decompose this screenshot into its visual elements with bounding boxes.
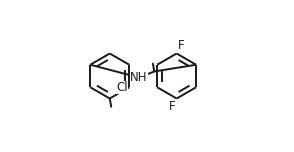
Text: F: F	[178, 39, 184, 52]
Text: NH: NH	[130, 71, 148, 84]
Text: Cl: Cl	[116, 81, 128, 94]
Text: F: F	[169, 100, 176, 113]
